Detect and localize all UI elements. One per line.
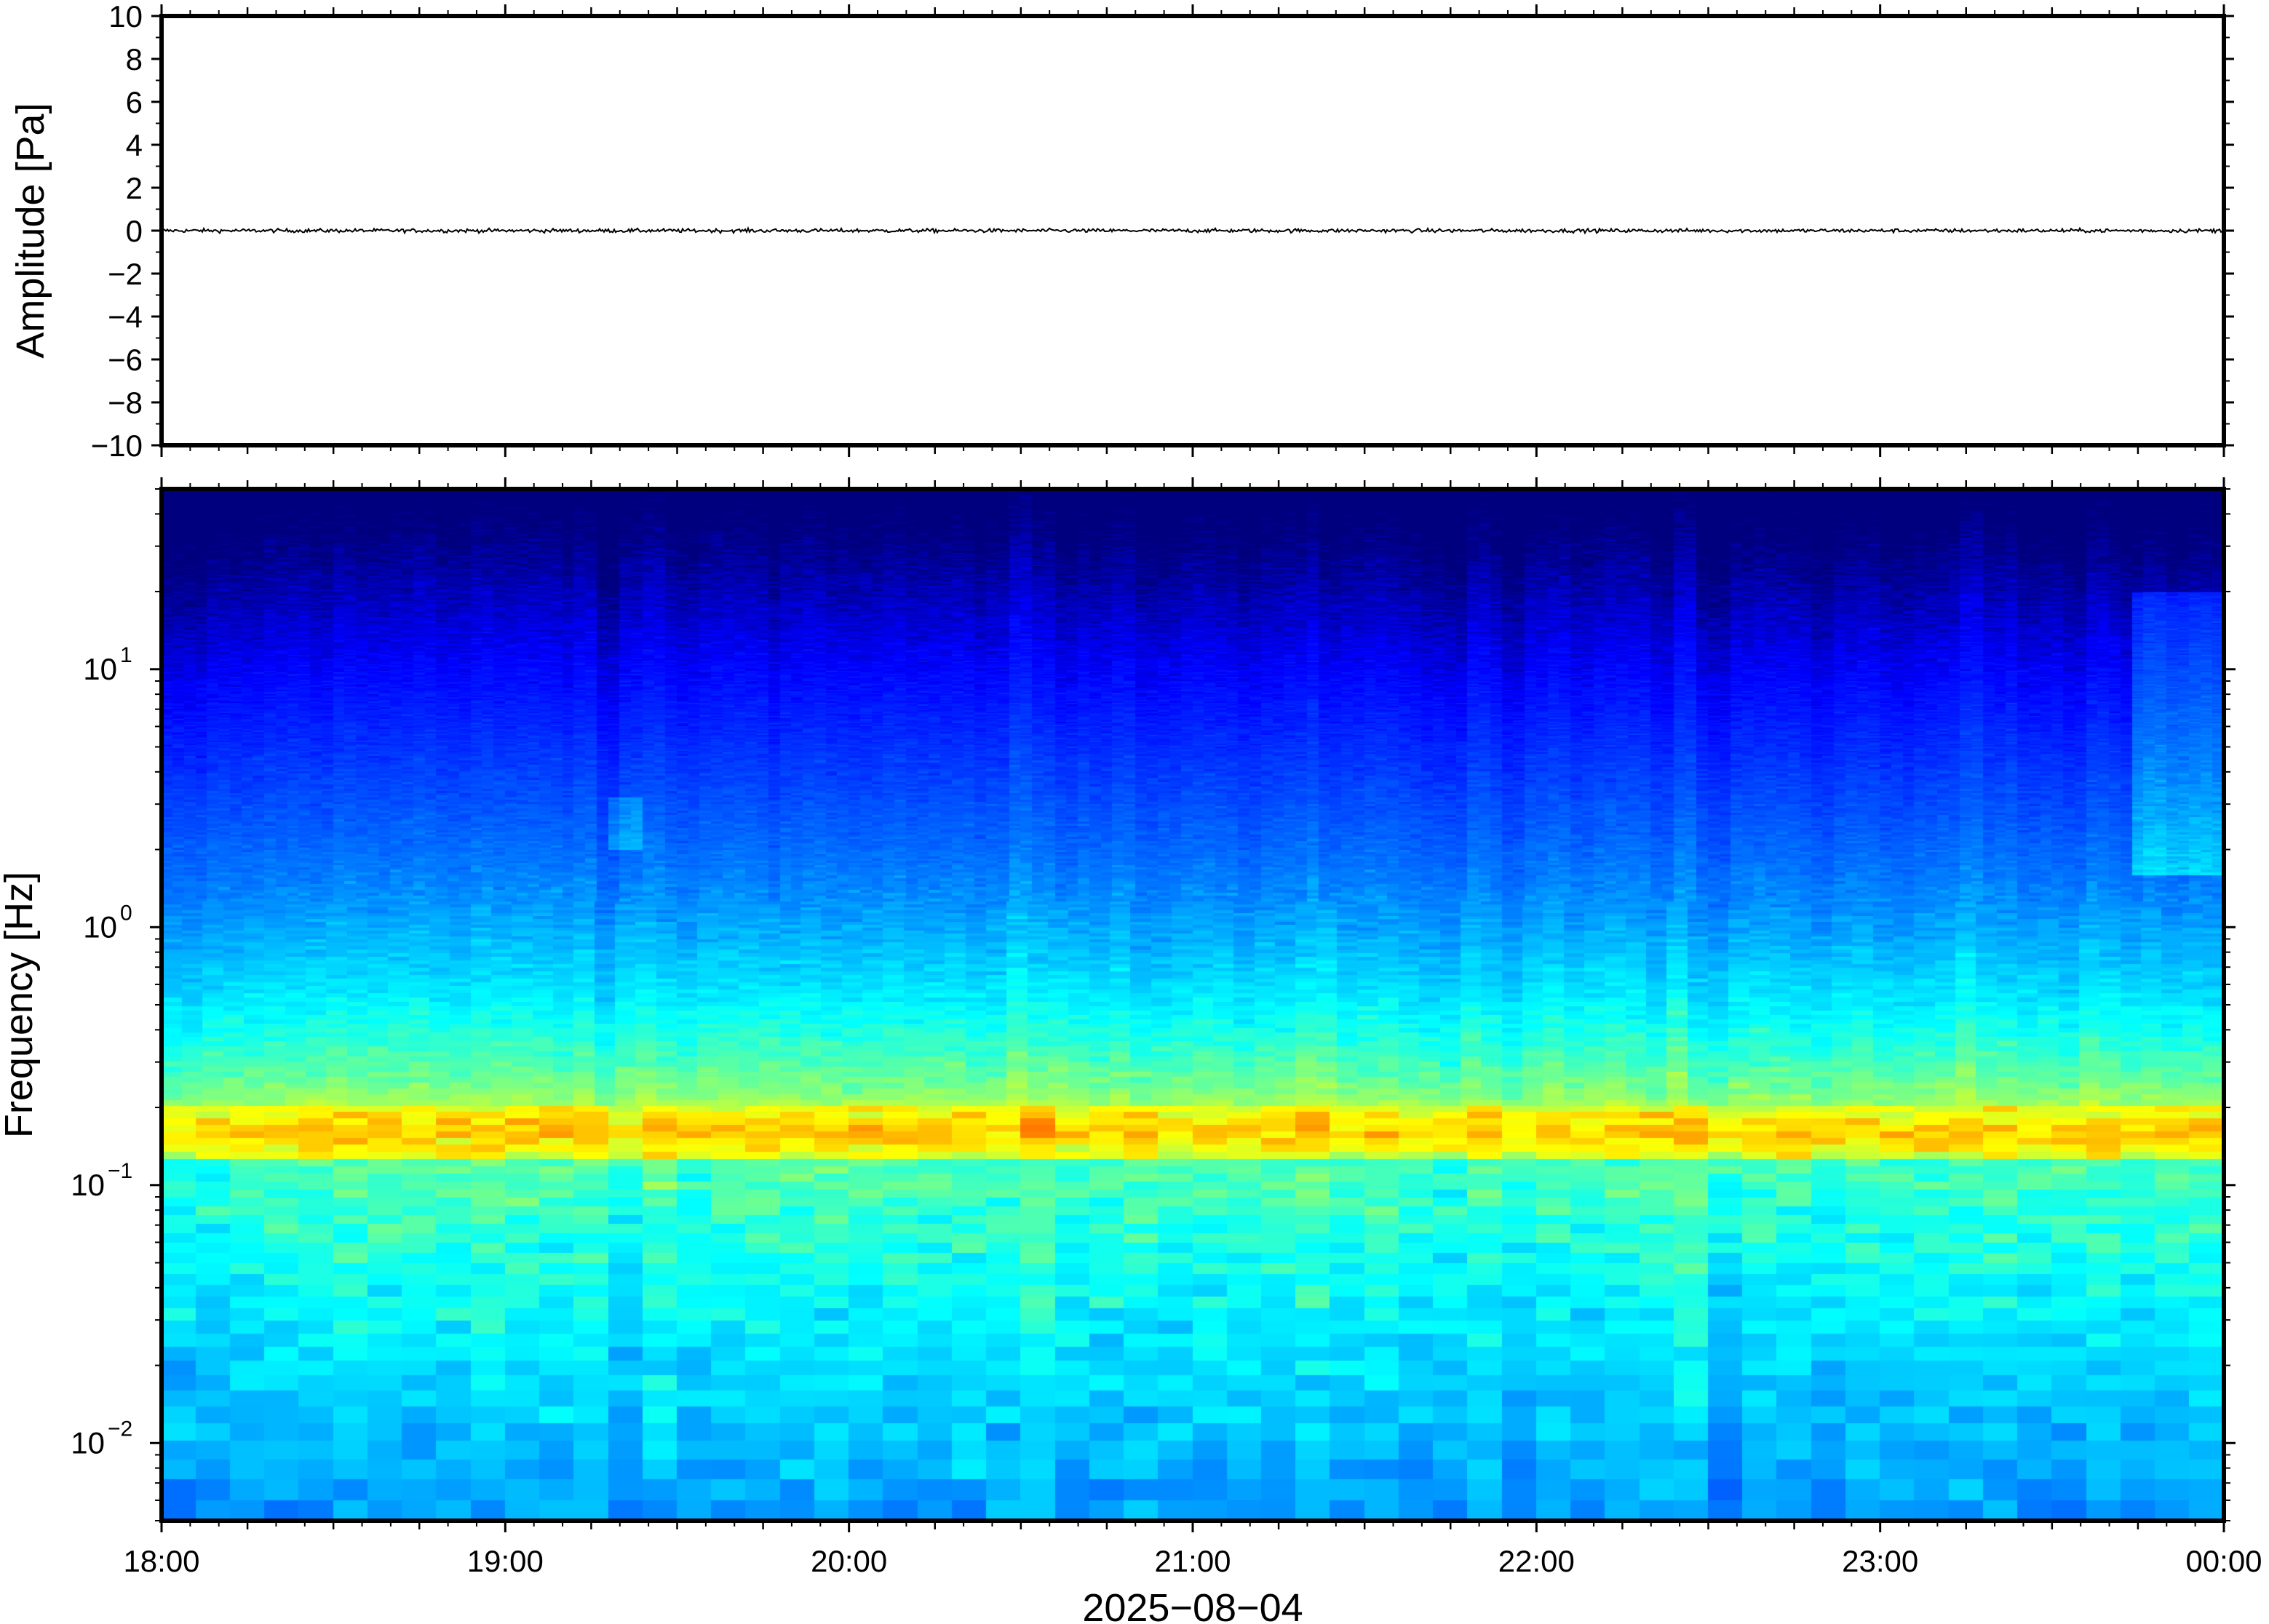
waveform-y-tick-label: −8: [108, 386, 143, 420]
spectrogram-y-tick-exponent: −1: [108, 1159, 132, 1183]
x-tick-label: 21:00: [1154, 1544, 1231, 1578]
waveform-y-tick-label: 8: [126, 42, 143, 76]
spectrogram-image-holder: [162, 489, 2224, 1521]
spectrogram-y-tick-exponent: −2: [108, 1417, 132, 1441]
x-tick-label: 23:00: [1842, 1544, 1918, 1578]
spectrogram-y-tick-label: 10: [83, 652, 117, 686]
spectrogram-y-tick-exponent: 1: [120, 643, 132, 667]
waveform-y-tick-label: 0: [126, 214, 143, 248]
x-tick-label: 20:00: [811, 1544, 887, 1578]
x-axis-date-label: 2025−08−04: [1082, 1586, 1303, 1624]
spectrogram-y-tick-exponent: 0: [120, 901, 132, 925]
waveform-panel: 10 8 6 4 2 0 −2 −4 −6 −8 −10 Amplitude [Pa]: [9, 0, 2234, 463]
waveform-trace: [161, 226, 2225, 235]
waveform-y-tick-label: −6: [108, 343, 143, 377]
waveform-y-ticks: 10 8 6 4 2 0 −2 −4 −6 −8 −10: [91, 0, 2234, 463]
spectrogram-heatmap: [162, 489, 2224, 1521]
x-tick-label: 18:00: [123, 1544, 199, 1578]
spectrogram-y-tick-label: 10: [71, 1168, 105, 1202]
waveform-y-axis-label: Amplitude [Pa]: [9, 103, 52, 358]
waveform-y-tick-label: −4: [108, 300, 143, 334]
x-tick-label: 19:00: [467, 1544, 544, 1578]
spectrogram-y-axis-label: Frequency [Hz]: [0, 872, 41, 1138]
spectrogram-y-tick-label: 10: [83, 909, 117, 944]
x-tick-label: 22:00: [1498, 1544, 1575, 1578]
x-tick-label: 00:00: [2185, 1544, 2262, 1578]
waveform-y-tick-label: 2: [126, 171, 143, 205]
waveform-y-tick-label: −10: [91, 429, 143, 463]
waveform-y-tick-label: 4: [126, 128, 143, 162]
waveform-y-tick-label: 6: [126, 85, 143, 119]
spectrogram-y-tick-label: 10: [71, 1425, 105, 1460]
spectrogram-frame: [159, 487, 2226, 1523]
waveform-y-tick-label: 10: [108, 0, 143, 33]
waveform-frame: [159, 14, 2226, 447]
waveform-y-tick-label: −2: [108, 257, 143, 291]
